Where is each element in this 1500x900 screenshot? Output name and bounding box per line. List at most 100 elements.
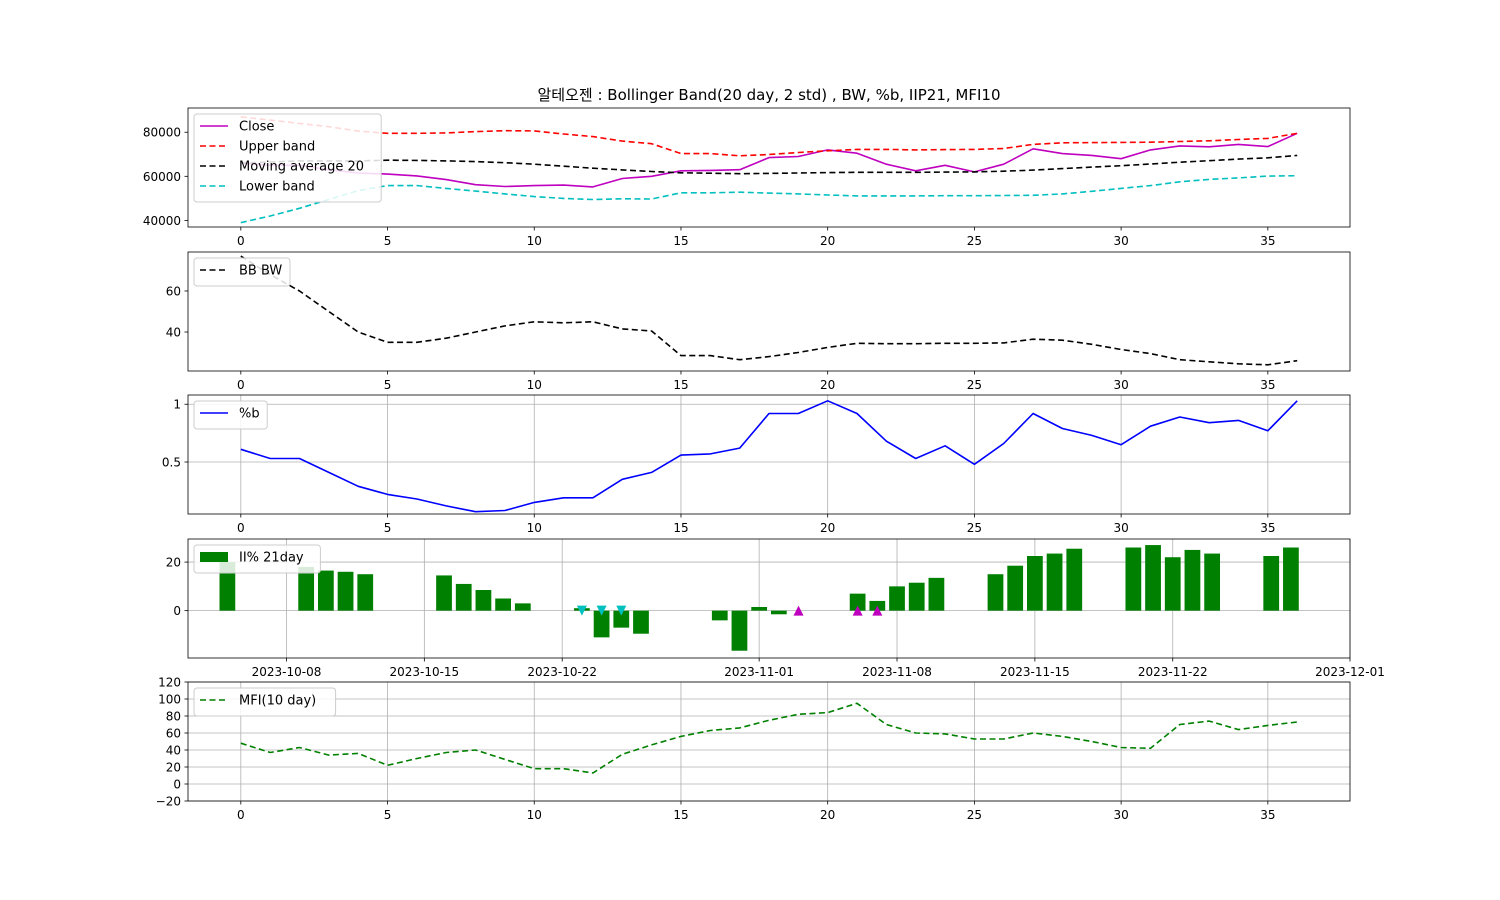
y-tick-label: 60000 (143, 170, 181, 184)
x-tick-label: 5 (384, 234, 392, 248)
legend-box (193, 113, 382, 203)
x-tick-label: 25 (967, 521, 982, 535)
x-tick-label: 0 (237, 808, 245, 822)
bar (613, 610, 630, 628)
x-tick-label: 2023-12-01 (1315, 665, 1385, 679)
y-tick-label: 60 (166, 727, 181, 741)
x-tick-label: 30 (1113, 234, 1128, 248)
x-tick-label: 15 (673, 808, 688, 822)
x-tick-label: 2023-11-15 (1000, 665, 1070, 679)
y-tick-label: −20 (156, 795, 181, 809)
legend-label: Upper band (239, 140, 315, 155)
x-tick-label: 30 (1113, 521, 1128, 535)
bar (928, 577, 945, 611)
bar (849, 593, 866, 611)
legend-label: Moving average 20 (239, 160, 364, 175)
bar (1283, 547, 1299, 611)
legend-label: Close (239, 120, 274, 135)
y-tick-label: 20 (166, 556, 181, 570)
x-tick-label: 5 (384, 808, 392, 822)
x-tick-label: 20 (820, 808, 835, 822)
legend-label: II% 21day (239, 551, 304, 566)
legend-box (193, 687, 337, 717)
axes-frame (187, 394, 1351, 515)
y-tick-label: 120 (158, 676, 181, 690)
legend-label: BB BW (239, 264, 282, 279)
bar (317, 570, 334, 611)
bar (475, 590, 492, 611)
x-tick-label: 15 (673, 234, 688, 248)
axes-frame (187, 538, 1351, 659)
bar (1125, 547, 1142, 611)
x-tick-label: 5 (384, 521, 392, 535)
bar (436, 575, 452, 611)
y-tick-label: 100 (158, 693, 181, 707)
x-tick-label: 35 (1260, 521, 1275, 535)
axes-frame (187, 681, 1351, 802)
bar (1204, 553, 1221, 611)
x-tick-label: 15 (673, 521, 688, 535)
y-tick-label: 40 (166, 744, 181, 758)
legend-swatch (200, 552, 228, 562)
legend-label: Lower band (239, 180, 315, 195)
legend-label: %b (239, 407, 260, 422)
bar (495, 598, 511, 611)
x-tick-label: 20 (820, 521, 835, 535)
series-line-mfi-10-day (240, 702, 1298, 774)
bar (1066, 548, 1083, 611)
panel-bandwidth: 0 5 10 15 20 25 30 35 40 60 BB BW (166, 251, 1351, 392)
x-tick-label: 20 (820, 378, 835, 392)
bar (298, 566, 315, 611)
x-tick-label: 30 (1113, 378, 1128, 392)
bar (1046, 553, 1063, 611)
y-tick-label: 1 (173, 398, 181, 412)
bar (219, 562, 236, 611)
bar (731, 610, 748, 651)
x-tick-label: 2023-10-15 (389, 665, 459, 679)
bar (337, 571, 354, 611)
series-line-bb-bw (240, 255, 1298, 366)
bar (357, 574, 374, 611)
y-tick-label: 0 (173, 778, 181, 792)
bar (1263, 556, 1280, 611)
x-tick-label: 25 (967, 808, 982, 822)
chart-title: 알테오젠 : Bollinger Band(20 day, 2 std) , B… (537, 86, 1000, 104)
x-tick-label: 2023-10-22 (527, 665, 597, 679)
x-tick-label: 35 (1260, 234, 1275, 248)
series-line-upper-band (240, 116, 1298, 157)
y-tick-label: 40 (166, 326, 181, 340)
x-tick-label: 2023-10-08 (252, 665, 322, 679)
axes-frame (187, 251, 1351, 372)
y-tick-label: 80000 (143, 126, 181, 140)
bar (514, 603, 531, 611)
signal-marker-triangle-up (852, 605, 863, 616)
x-tick-label: 5 (384, 378, 392, 392)
panel-mfi: 0 5 10 15 20 25 30 35 −20 0 20 40 60 80 100 120 MFI(10 d… (156, 676, 1351, 822)
x-tick-label: 10 (527, 521, 542, 535)
bar (1027, 556, 1043, 611)
x-tick-label: 0 (237, 521, 245, 535)
bar (908, 582, 925, 611)
series-line-close (240, 132, 1298, 188)
x-tick-label: 20 (820, 234, 835, 248)
series-line-b (240, 399, 1298, 513)
x-tick-label: 30 (1113, 808, 1128, 822)
y-tick-label: 0.5 (162, 456, 181, 470)
y-tick-label: 60 (166, 284, 181, 298)
x-tick-label: 35 (1260, 808, 1275, 822)
bar (770, 610, 787, 615)
panel-intraday-intensity: 2023-10-08 2023-10-15 2023-10-22 2023-11-01… (166, 538, 1385, 679)
x-tick-label: 0 (237, 378, 245, 392)
panel-percent-b: 0 5 10 15 20 25 30 35 0.5 1 %b (162, 394, 1351, 535)
bar (1007, 565, 1024, 611)
bar (751, 607, 768, 611)
signal-marker-triangle-up (793, 605, 804, 616)
y-tick-label: 20 (166, 761, 181, 775)
legend-box (193, 257, 291, 287)
series-line-lower-band (240, 174, 1298, 224)
signal-marker-triangle-down (576, 605, 587, 616)
axes-frame (187, 107, 1351, 228)
x-tick-label: 25 (967, 234, 982, 248)
signal-marker-triangle-down (596, 605, 607, 616)
